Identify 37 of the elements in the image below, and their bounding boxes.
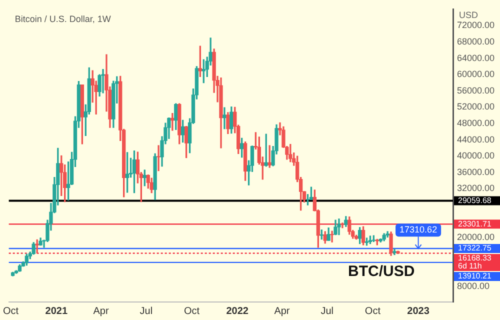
y-tick-label: 48000.00 bbox=[457, 118, 495, 128]
y-tick-label: 52000.00 bbox=[457, 102, 495, 112]
candlestick bbox=[170, 112, 174, 131]
x-tick-label: 2022 bbox=[226, 306, 249, 317]
text: Bitcoin / U.S. Dollar, 1W bbox=[14, 14, 112, 24]
ref-line-label: 16168.33 6d 11h bbox=[458, 254, 492, 271]
candlestick bbox=[337, 218, 341, 236]
x-tick-label: Jul bbox=[320, 306, 334, 317]
y-tick-label: 40000.00 bbox=[457, 150, 495, 161]
x-tick-label: Oct bbox=[184, 306, 200, 317]
x-tick-label: 2021 bbox=[45, 306, 68, 317]
x-tick-label: Jul bbox=[140, 306, 153, 317]
y-tick-label: 60000.00 bbox=[457, 69, 495, 80]
y-axis-title: USD bbox=[459, 10, 478, 20]
y-tick-label: 20000.00 bbox=[457, 232, 495, 242]
y-tick-label: 32000.00 bbox=[457, 183, 495, 194]
candlestick bbox=[222, 107, 226, 130]
y-tick-label: 8000.00 bbox=[457, 281, 490, 291]
y-tick-label: 36000.00 bbox=[457, 166, 495, 177]
y-tick-label: 44000.00 bbox=[457, 134, 495, 144]
x-tick-label: Oct bbox=[364, 306, 381, 317]
ref-line-label: 29059.68 bbox=[458, 196, 492, 205]
ref-line-label: 17322.75 bbox=[458, 244, 492, 253]
y-tick-label: 56000.00 bbox=[457, 85, 495, 96]
ref-line-label: 23301.71 bbox=[458, 219, 492, 228]
ref-line-label: 13910.21 bbox=[458, 272, 492, 281]
y-tick-label: 72000.00 bbox=[457, 20, 495, 30]
annotation: 17310.62 bbox=[400, 224, 438, 235]
y-tick-label: 64000.00 bbox=[457, 52, 495, 63]
x-tick-label: Oct bbox=[3, 306, 19, 317]
annotation: BTC/USD bbox=[348, 263, 415, 280]
y-tick-label: 68000.00 bbox=[457, 36, 495, 46]
candlestick bbox=[330, 230, 334, 242]
x-tick-label: Apr bbox=[93, 306, 110, 317]
candlestick bbox=[156, 145, 160, 172]
x-tick-label: 2023 bbox=[407, 306, 430, 317]
x-tick-label: Apr bbox=[274, 306, 290, 317]
